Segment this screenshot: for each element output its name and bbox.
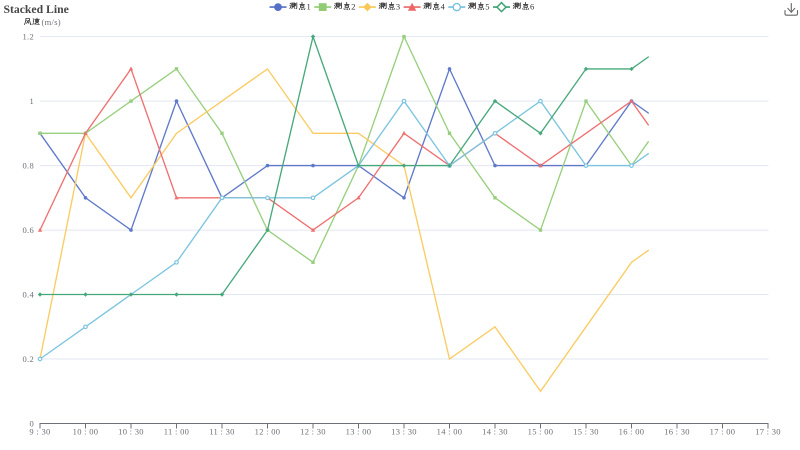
svg-text:13 : 00: 13 : 00 xyxy=(346,427,372,437)
svg-text:1: 1 xyxy=(307,2,311,12)
svg-text:2: 2 xyxy=(351,2,355,12)
svg-text:15 : 30: 15 : 30 xyxy=(573,427,599,437)
svg-text:3: 3 xyxy=(396,2,400,12)
svg-text:10 : 00: 10 : 00 xyxy=(73,427,99,437)
svg-text:10 : 30: 10 : 30 xyxy=(118,427,144,437)
svg-text:16 : 30: 16 : 30 xyxy=(664,427,690,437)
svg-text:17 : 30: 17 : 30 xyxy=(755,427,781,437)
svg-text:12 : 30: 12 : 30 xyxy=(300,427,326,437)
svg-text:14 : 00: 14 : 00 xyxy=(437,427,463,437)
svg-text:6: 6 xyxy=(530,2,534,12)
svg-text:14 : 30: 14 : 30 xyxy=(482,427,508,437)
svg-text:15 : 00: 15 : 00 xyxy=(528,427,554,437)
svg-text:0.4: 0.4 xyxy=(22,289,34,299)
svg-text:0.6: 0.6 xyxy=(22,225,34,235)
svg-text:1.2: 1.2 xyxy=(22,31,34,41)
svg-text:(m/s): (m/s) xyxy=(42,17,61,27)
svg-text:11 : 30: 11 : 30 xyxy=(209,427,234,437)
svg-text:0.2: 0.2 xyxy=(22,354,34,364)
svg-text:16 : 00: 16 : 00 xyxy=(619,427,645,437)
svg-text:12 : 00: 12 : 00 xyxy=(255,427,281,437)
svg-text:9 : 30: 9 : 30 xyxy=(29,427,50,437)
svg-text:0: 0 xyxy=(29,418,34,428)
svg-text:13 : 30: 13 : 30 xyxy=(391,427,417,437)
svg-text:5: 5 xyxy=(485,2,489,12)
svg-text:17 : 00: 17 : 00 xyxy=(710,427,736,437)
svg-text:1: 1 xyxy=(29,96,34,106)
svg-text:4: 4 xyxy=(441,2,446,12)
svg-text:11 : 00: 11 : 00 xyxy=(164,427,189,437)
svg-text:Stacked Line: Stacked Line xyxy=(4,3,69,16)
svg-text:0.8: 0.8 xyxy=(22,160,34,170)
